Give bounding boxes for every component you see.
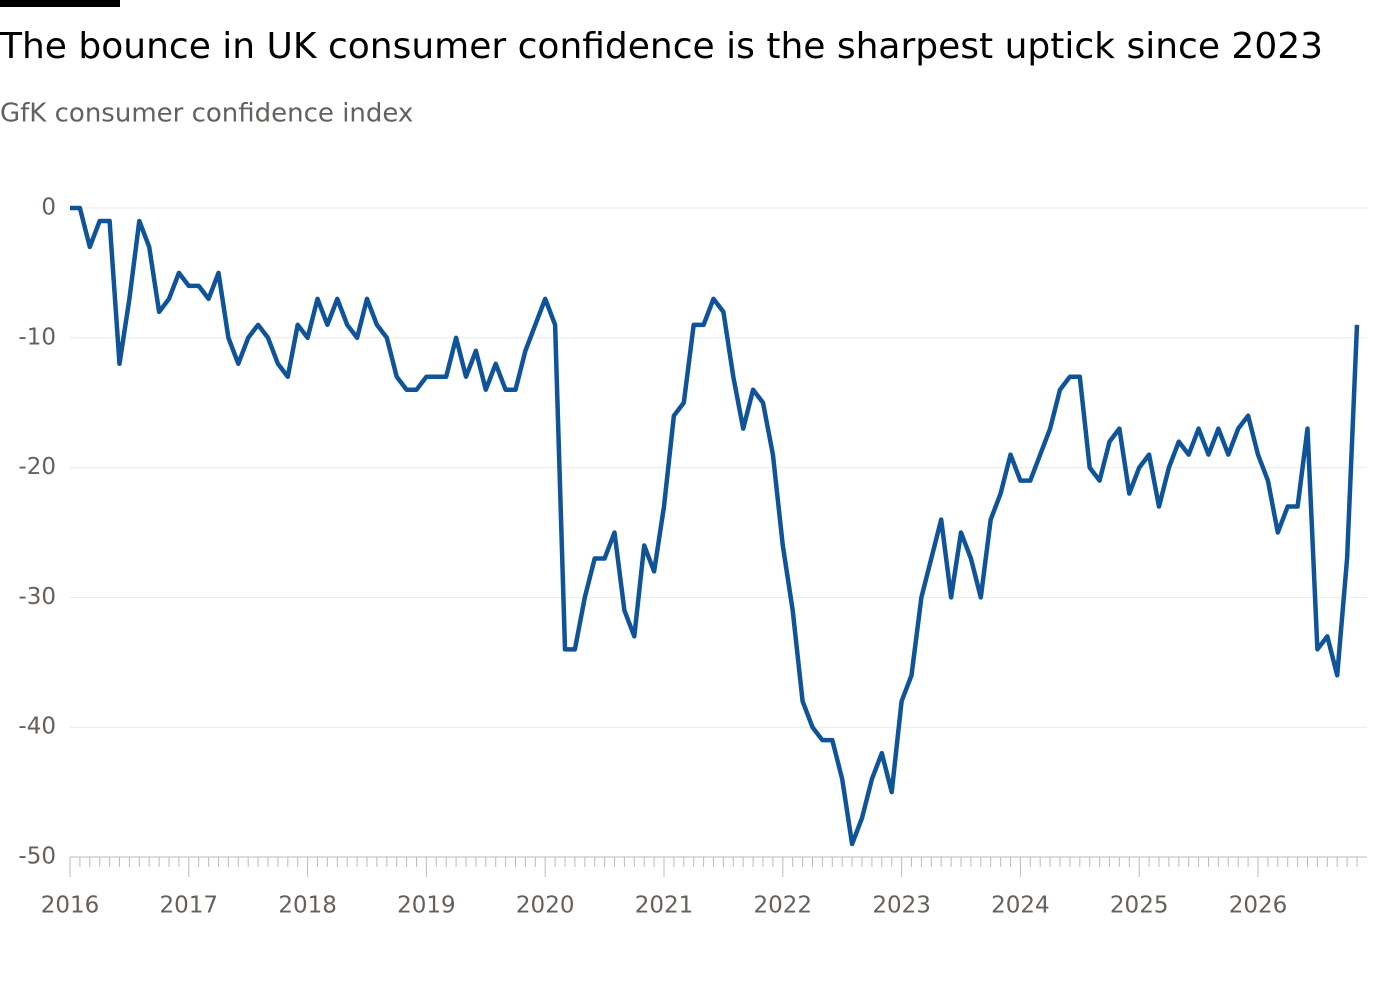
brand-bar (0, 0, 120, 7)
chart-subtitle: GfK consumer confidence index (0, 99, 413, 129)
x-tick-label: 2021 (635, 893, 694, 919)
x-tick-label: 2024 (991, 893, 1050, 919)
x-tick-label: 2018 (278, 893, 337, 919)
y-tick-label: -30 (18, 584, 56, 610)
x-tick-label: 2023 (872, 893, 931, 919)
x-tick-label: 2020 (516, 893, 575, 919)
x-tick-label: 2017 (160, 893, 219, 919)
x-tick-label: 2022 (754, 893, 813, 919)
y-tick-label: -10 (18, 324, 56, 350)
y-tick-label: -50 (18, 844, 56, 870)
x-tick-label: 2016 (41, 893, 100, 919)
x-tick-label: 2025 (1110, 893, 1169, 919)
y-tick-label: 0 (41, 195, 56, 221)
line (70, 205, 1360, 847)
y-tick-label: -40 (18, 714, 56, 740)
x-tick-label: 2019 (397, 893, 456, 919)
chart-title: The bounce in UK consumer confidence is … (0, 26, 1323, 67)
x-tick-label: 2026 (1229, 893, 1288, 919)
y-tick-label: -20 (18, 454, 56, 480)
